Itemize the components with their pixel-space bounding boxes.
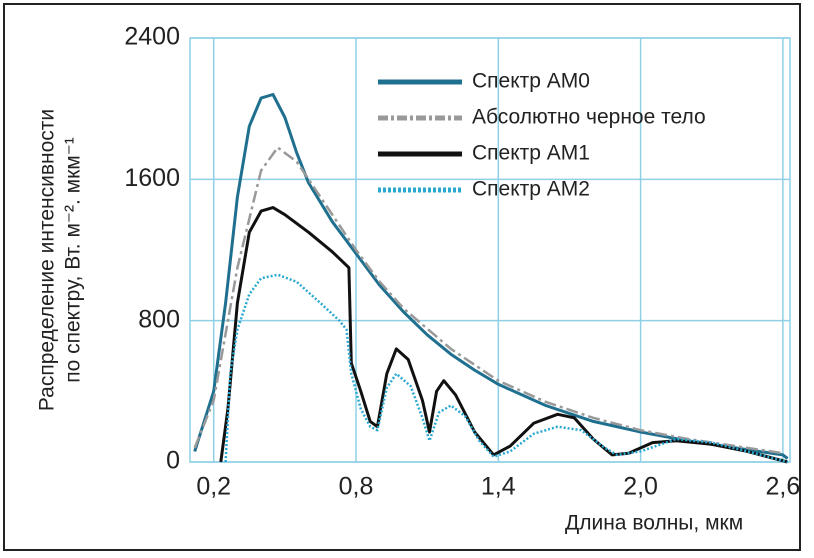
series-line: [193, 93, 789, 460]
y-tick-label: 1600: [124, 164, 180, 192]
series-line: [193, 146, 784, 455]
x-tick-label: 1,4: [481, 473, 516, 501]
y-tick-label: 0: [166, 447, 180, 475]
y-axis-label: Распределение интенсивности по спектру, …: [36, 109, 85, 411]
y-tick-label: 2400: [124, 23, 180, 51]
frame: [3, 3, 801, 551]
y-axis-label-line: Распределение интенсивности: [36, 109, 59, 411]
x-tick-label: 0,8: [339, 473, 374, 501]
y-axis-label-line: по спектру, Вт. м⁻². мкм⁻¹: [62, 137, 85, 383]
series-line: [219, 206, 788, 464]
x-tick-label: 2,0: [623, 473, 658, 501]
legend-label: Спектр АМ0: [472, 70, 590, 93]
legend-label: Абсолютно черное тело: [472, 106, 706, 129]
series-line: [224, 273, 788, 464]
y-tick-label: 800: [138, 305, 180, 333]
legend: Спектр АМ0 Абсолютно черное тело Спектр АМ…: [378, 70, 706, 201]
legend-label: Спектр АМ2: [472, 178, 590, 201]
x-tick-label: 2,6: [766, 473, 801, 501]
legend-label: Спектр АМ1: [472, 142, 590, 165]
x-tick-label: 0,2: [196, 473, 231, 501]
x-axis-label: Длина волны, мкм: [565, 512, 743, 535]
